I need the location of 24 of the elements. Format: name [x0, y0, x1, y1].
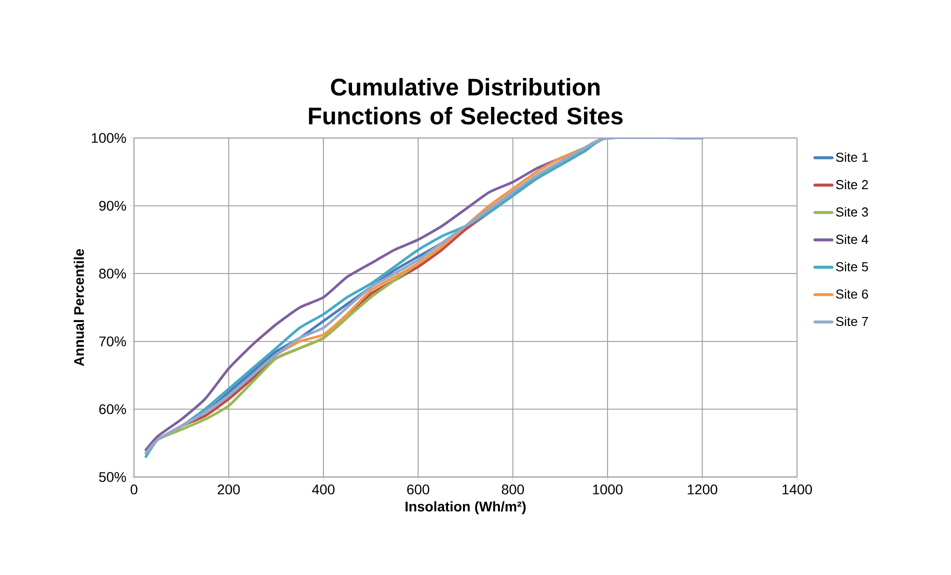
chart-title: Cumulative Distribution Functions of Selected Sites [308, 78, 623, 124]
x-tick-label: 800 [502, 484, 524, 494]
x-tick-label: 400 [312, 484, 335, 494]
y-tick-label: 70% [99, 336, 126, 346]
y-tick-label: 100% [92, 133, 126, 143]
x-tick-label: 1200 [688, 484, 718, 494]
y-tick-label: 80% [99, 268, 126, 279]
legend-label: Site 3 [836, 207, 868, 217]
y-tick-label: 50% [99, 472, 126, 482]
legend-label: Site 6 [836, 289, 868, 299]
legend-label: Site 1 [836, 152, 868, 162]
legend-label: Site 2 [836, 180, 868, 190]
x-axis-title: Insolation (Wh/m²) [406, 501, 526, 514]
x-tick-label: 600 [407, 484, 430, 494]
x-tick-label: 1000 [593, 484, 623, 494]
y-axis-title: Annual Percentile [74, 249, 84, 366]
x-tick-label: 200 [218, 484, 240, 494]
legend-label: Site 7 [836, 316, 868, 326]
y-tick-label: 90% [99, 200, 126, 211]
legend-label: Site 5 [836, 262, 868, 272]
x-tick-label: 0 [130, 484, 138, 494]
x-tick-label: 1400 [782, 484, 812, 494]
legend-label: Site 4 [836, 234, 868, 244]
y-tick-label: 60% [99, 404, 126, 414]
